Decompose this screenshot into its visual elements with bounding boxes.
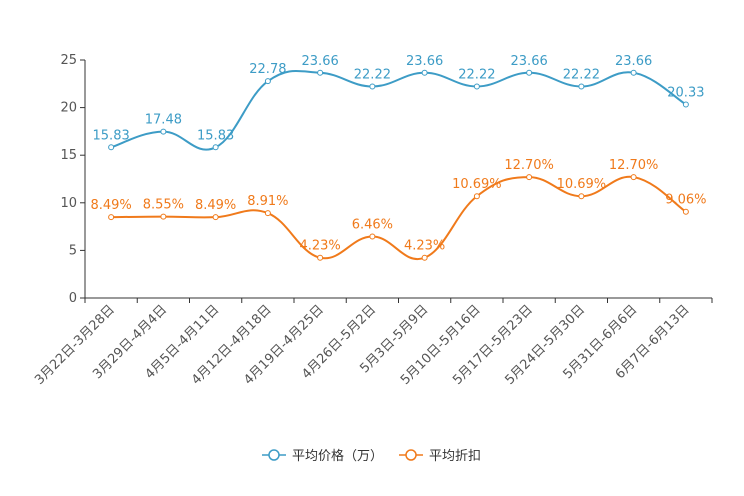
series-1-point[interactable] xyxy=(630,69,637,76)
series-1-point[interactable] xyxy=(682,101,689,108)
series-1-point[interactable] xyxy=(473,83,480,90)
series-1: 15.83 17.48 15.83 22.78 23.66 22.22 23.66 22.22… xyxy=(93,54,704,151)
legend-marker-icon xyxy=(405,449,417,461)
series-2-data-label: 12.70% xyxy=(504,158,554,173)
y-tick-label: 20 xyxy=(60,101,77,116)
y-tick-label: 25 xyxy=(60,53,77,68)
series-2-data-label: 8.49% xyxy=(90,198,131,213)
series-1-data-label: 23.66 xyxy=(615,54,652,69)
y-tick-label: 5 xyxy=(69,243,77,258)
series-1-point[interactable] xyxy=(212,144,219,151)
series-2-data-label: 8.49% xyxy=(195,198,236,213)
y-tick-label: 15 xyxy=(60,148,77,163)
legend[interactable]: 平均价格（万） 平均折扣 xyxy=(262,448,481,464)
series-1-data-label: 22.22 xyxy=(354,67,391,82)
series-2-point[interactable] xyxy=(526,174,533,181)
series-1-data-label: 23.66 xyxy=(406,54,443,69)
series-1-data-label: 17.48 xyxy=(145,113,182,128)
series-2-point[interactable] xyxy=(264,210,271,217)
series-2-data-label: 4.23% xyxy=(299,239,340,254)
legend-label: 平均折扣 xyxy=(429,449,481,464)
series-2-data-label: 9.06% xyxy=(665,193,706,208)
series-2-point[interactable] xyxy=(317,254,324,261)
y-tick-label: 0 xyxy=(69,291,77,306)
series-1-point[interactable] xyxy=(526,69,533,76)
series-1-data-label: 15.83 xyxy=(93,128,130,143)
series-1-data-label: 15.83 xyxy=(197,128,234,143)
legend-item-1[interactable]: 平均价格（万） xyxy=(262,448,383,464)
legend-item-2[interactable]: 平均折扣 xyxy=(399,449,481,464)
series-1-point[interactable] xyxy=(108,144,115,151)
series-1-point[interactable] xyxy=(421,69,428,76)
series-1-point[interactable] xyxy=(578,83,585,90)
series-1-data-label: 20.33 xyxy=(667,85,704,100)
legend-marker-icon xyxy=(268,449,280,461)
series-2-data-label: 4.23% xyxy=(404,239,445,254)
series-2-data-label: 6.46% xyxy=(352,218,393,233)
series-2-data-label: 10.69% xyxy=(452,177,502,192)
series-1-data-label: 22.78 xyxy=(249,62,286,77)
series-2-data-label: 12.70% xyxy=(609,158,659,173)
series-1-data-label: 23.66 xyxy=(302,54,339,69)
series-2: 8.49% 8.55% 8.49% 8.91% 4.23% 6.46% 4.23% 10.69… xyxy=(90,158,707,261)
series-1-point[interactable] xyxy=(317,69,324,76)
y-axis: 0 5 10 15 20 25 xyxy=(60,53,86,306)
y-tick-label: 10 xyxy=(60,196,77,211)
series-1-data-label: 22.22 xyxy=(458,67,495,82)
series-2-point[interactable] xyxy=(578,193,585,200)
series-2-point[interactable] xyxy=(630,174,637,181)
series-1-data-label: 22.22 xyxy=(563,67,600,82)
series-2-data-label: 10.69% xyxy=(557,177,607,192)
legend-label: 平均价格（万） xyxy=(292,448,383,464)
series-2-point[interactable] xyxy=(160,213,167,220)
series-2-point[interactable] xyxy=(473,193,480,200)
series-2-data-label: 8.55% xyxy=(143,198,184,213)
series-2-point[interactable] xyxy=(108,214,115,221)
series-1-data-label: 23.66 xyxy=(511,54,548,69)
series-1-point[interactable] xyxy=(160,128,167,135)
series-1-point[interactable] xyxy=(264,78,271,85)
series-layer: 15.83 17.48 15.83 22.78 23.66 22.22 23.66 22.22… xyxy=(90,54,707,261)
series-1-point[interactable] xyxy=(369,83,376,90)
series-2-point[interactable] xyxy=(682,208,689,215)
series-2-point[interactable] xyxy=(421,254,428,261)
series-2-point[interactable] xyxy=(212,214,219,221)
series-2-data-label: 8.91% xyxy=(247,194,288,209)
series-2-point[interactable] xyxy=(369,233,376,240)
x-axis: 3月22日-3月28日3月29日-4月4日4月5日-4月11日4月12日-4月1… xyxy=(32,297,713,388)
